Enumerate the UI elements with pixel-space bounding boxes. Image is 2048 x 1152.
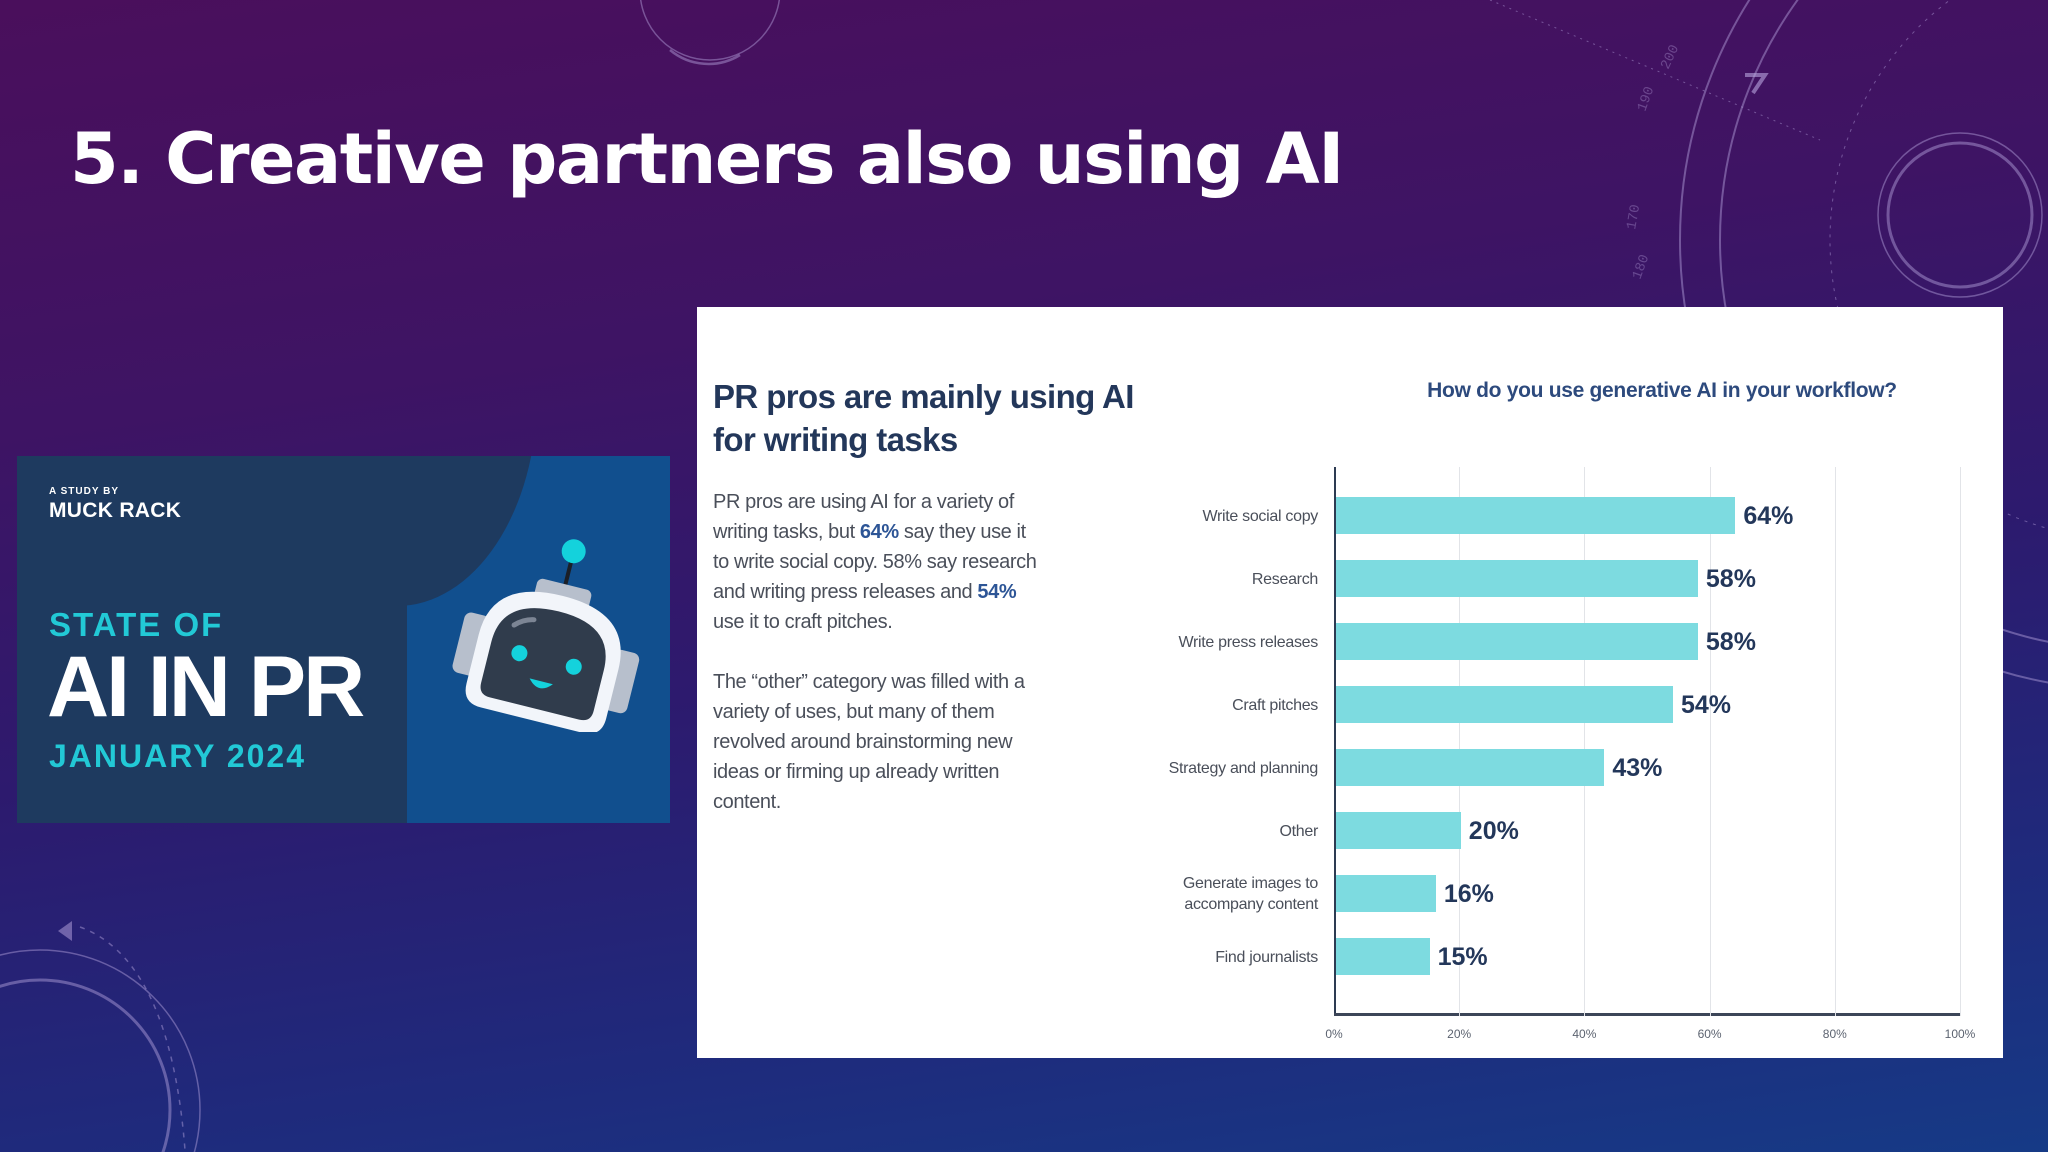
bar-row: Other 20% bbox=[1279, 812, 1960, 875]
panel-headline: PR pros are mainly using AI for writing … bbox=[713, 378, 1134, 458]
chart-title: How do you use generative AI in your wor… bbox=[1427, 379, 1897, 402]
bar-row: Craft pitches 54% bbox=[1232, 686, 1960, 749]
cover-study-by: A STUDY BY bbox=[49, 486, 120, 497]
svg-text:170: 170 bbox=[1624, 203, 1644, 231]
body-text-segment: say they use it to write social copy. 58… bbox=[713, 521, 1037, 603]
gridline bbox=[1960, 467, 1961, 1016]
bar-value-label: 58% bbox=[1705, 564, 1756, 593]
bar-row: Research 58% bbox=[1252, 560, 1960, 623]
bar-row: Generate images to accompany content 16% bbox=[1183, 875, 1960, 938]
bar-value-label: 64% bbox=[1743, 501, 1794, 530]
bar bbox=[1336, 749, 1605, 786]
category-label: Generate images to accompany content bbox=[1182, 875, 1318, 913]
category-label: Research bbox=[1251, 570, 1318, 588]
svg-text:190: 190 bbox=[1635, 85, 1659, 114]
category-label: Write social copy bbox=[1202, 507, 1318, 525]
bar-value-label: 43% bbox=[1612, 753, 1663, 782]
x-tick-label: 80% bbox=[1822, 1027, 1847, 1041]
body-text-segment: use it to craft pitches. bbox=[713, 611, 893, 633]
bar bbox=[1336, 812, 1461, 849]
gridline bbox=[1834, 467, 1836, 1016]
y-axis-line bbox=[1334, 467, 1336, 1016]
infographic-panel: PR pros are mainly using AI for writing … bbox=[697, 307, 2003, 1058]
bar bbox=[1336, 686, 1673, 723]
robot-mascot-icon bbox=[452, 539, 640, 732]
gridline bbox=[1709, 467, 1711, 1016]
bar-value-label: 15% bbox=[1437, 942, 1488, 971]
bar-value-label: 16% bbox=[1443, 879, 1494, 908]
svg-text:180: 180 bbox=[1630, 253, 1654, 282]
x-tick-label: 0% bbox=[1325, 1027, 1343, 1041]
bar bbox=[1336, 875, 1436, 912]
category-label: Other bbox=[1279, 822, 1318, 840]
x-axis-line bbox=[1334, 1013, 1960, 1016]
bar bbox=[1336, 560, 1698, 597]
body-text-segment: PR pros are using AI for a variety of wr… bbox=[713, 491, 1014, 543]
bar bbox=[1336, 623, 1698, 660]
cover-state-of: STATE OF bbox=[49, 606, 224, 643]
svg-text:200: 200 bbox=[1658, 42, 1683, 72]
x-tick-label: 100% bbox=[1944, 1027, 1976, 1041]
category-label: Find journalists bbox=[1215, 948, 1318, 966]
bar-row: Write press releases 58% bbox=[1178, 623, 1960, 686]
category-label: Strategy and planning bbox=[1168, 759, 1319, 777]
highlight-stat: 64% bbox=[859, 521, 899, 543]
x-tick-label: 60% bbox=[1697, 1027, 1722, 1041]
x-tick-label: 40% bbox=[1572, 1027, 1597, 1041]
category-label: Write press releases bbox=[1178, 633, 1318, 651]
bar-chart-plot-area: 0% 20% 40% 60% 80% 100% Write social copy 64% Re… bbox=[1169, 467, 1975, 1041]
bar-value-label: 20% bbox=[1468, 816, 1519, 845]
x-tick-label: 20% bbox=[1447, 1027, 1472, 1041]
bar-row: Write social copy 64% bbox=[1202, 497, 1960, 560]
report-cover-image: A STUDY BY MUCK RACK STATE OF AI IN PR J… bbox=[17, 456, 670, 823]
category-label: Craft pitches bbox=[1232, 696, 1318, 714]
slide-title: 5. Creative partners also using AI bbox=[70, 118, 1344, 200]
gridline bbox=[1459, 467, 1461, 1016]
cover-brand-logo: MUCK RACK bbox=[49, 499, 182, 522]
bar-row: Find journalists 15% bbox=[1215, 938, 1960, 1001]
gridline bbox=[1584, 467, 1586, 1016]
cover-headline: AI IN PR bbox=[47, 639, 365, 735]
bar-row: Strategy and planning 43% bbox=[1169, 749, 1960, 812]
cover-date: JANUARY 2024 bbox=[49, 738, 306, 774]
body-paragraph-2: The “other” category was filled with a v… bbox=[713, 671, 1025, 813]
bar-value-label: 54% bbox=[1680, 690, 1731, 719]
body-paragraph-1: PR pros are using AI for a variety of wr… bbox=[713, 487, 1043, 637]
bar bbox=[1336, 938, 1430, 975]
panel-body-text: PR pros are using AI for a variety of wr… bbox=[713, 487, 1043, 847]
highlight-stat: 54% bbox=[977, 581, 1017, 603]
bar-value-label: 58% bbox=[1705, 627, 1756, 656]
bar bbox=[1336, 497, 1736, 534]
